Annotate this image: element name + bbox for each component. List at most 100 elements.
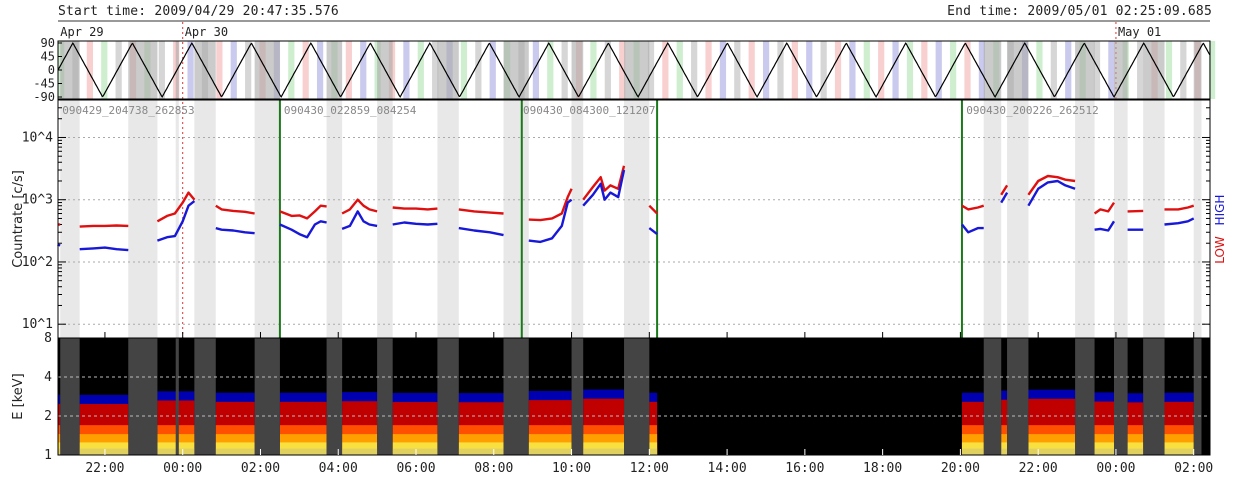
x-tick-label: 22:00 xyxy=(85,461,124,476)
attitude-band xyxy=(647,41,655,99)
attitude-band xyxy=(619,41,626,99)
x-tick-label: 00:00 xyxy=(1096,461,1135,476)
countrate-series-low xyxy=(392,206,438,211)
attitude-band xyxy=(1065,41,1072,99)
attitude-band xyxy=(878,41,885,99)
countrate-series-high xyxy=(392,221,438,226)
attitude-band xyxy=(1050,41,1057,99)
countrate-tick-label: 10^1 xyxy=(22,317,53,332)
spectrogram-gap xyxy=(503,338,529,455)
attitude-gap-band xyxy=(254,41,280,99)
countrate-gap xyxy=(1007,100,1029,338)
countrate-series-high xyxy=(1164,217,1195,226)
start-time-label: Start time: 2009/04/29 20:47:35.576 xyxy=(58,4,339,19)
countrate-series-low xyxy=(279,204,327,220)
countrate-series-high xyxy=(582,169,626,207)
x-tick-label: 04:00 xyxy=(319,461,358,476)
attitude-gap-band xyxy=(128,41,158,99)
x-tick-label: 08:00 xyxy=(474,461,513,476)
spectrogram-gap xyxy=(194,338,216,455)
attitude-band xyxy=(561,41,568,99)
attitude-band xyxy=(475,41,482,99)
attitude-gap-band xyxy=(624,41,650,99)
countrate-gap xyxy=(437,100,459,338)
legend-high: HIGH xyxy=(1213,195,1227,226)
attitude-gap-band xyxy=(437,41,459,99)
spectrogram-band xyxy=(458,448,504,455)
spectrogram-gap xyxy=(624,338,650,455)
countrate-gap xyxy=(377,100,393,338)
spectrogram-band xyxy=(279,448,327,455)
countrate-series-high xyxy=(279,220,327,239)
attitude-band xyxy=(489,41,496,99)
countrate-gap xyxy=(1143,100,1165,338)
attitude-band xyxy=(86,41,93,99)
segment-label: 090429_204738_262853 xyxy=(62,104,194,117)
x-tick-label: 16:00 xyxy=(785,461,824,476)
spectrogram-band xyxy=(1127,448,1144,455)
countrate-series-low xyxy=(341,198,378,215)
attitude-gap-band xyxy=(571,41,584,99)
attitude-band xyxy=(906,41,914,99)
spectrogram-band xyxy=(1028,448,1076,455)
spectrogram-gap xyxy=(571,338,584,455)
attitude-gap-band xyxy=(1075,41,1095,99)
attitude-band xyxy=(360,41,367,99)
countrate-tick-label: 10^2 xyxy=(22,255,53,270)
countrate-series-low xyxy=(582,165,626,201)
spectrogram-gap xyxy=(1193,338,1202,455)
attitude-band xyxy=(115,41,122,99)
spectrogram-gap xyxy=(1113,338,1128,455)
attitude-band xyxy=(1208,41,1216,99)
countrate-series-high xyxy=(1027,179,1076,207)
attitude-band xyxy=(777,41,784,99)
spectrogram-gap xyxy=(326,338,343,455)
spectrogram-band xyxy=(57,448,61,455)
attitude-gap-band xyxy=(1007,41,1029,99)
countrate-series-high xyxy=(528,198,573,244)
attitude-band xyxy=(403,41,410,99)
segment-label: 090430_200226_262512 xyxy=(966,104,1098,117)
attitude-band xyxy=(345,41,352,99)
attitude-band xyxy=(547,41,554,99)
attitude-tick-label: -90 xyxy=(33,90,55,104)
attitude-band xyxy=(230,41,237,99)
countrate-series-low xyxy=(1164,204,1195,211)
spectrogram-band xyxy=(342,448,378,455)
spectrogram-gap xyxy=(60,338,80,455)
countrate-series-high xyxy=(1094,220,1116,232)
attitude-tick-label: 0 xyxy=(48,63,55,77)
spectrogram-band xyxy=(1164,448,1194,455)
countrate-panel: 090429_204738_262853 090430_022859_084254… xyxy=(11,99,1227,339)
attitude-band xyxy=(1108,41,1115,99)
attitude-band xyxy=(158,41,165,99)
attitude-band xyxy=(1093,41,1101,99)
x-tick-label: 06:00 xyxy=(396,461,435,476)
attitude-band xyxy=(245,41,252,99)
countrate-gap xyxy=(326,100,343,338)
attitude-band xyxy=(101,41,108,99)
attitude-band xyxy=(834,41,842,99)
attitude-band xyxy=(820,41,827,99)
spectrogram-gap xyxy=(1143,338,1165,455)
spectrogram-gap xyxy=(1075,338,1095,455)
attitude-band xyxy=(806,41,813,99)
countrate-series-low xyxy=(1127,209,1144,213)
countrate-gap xyxy=(60,100,80,338)
attitude-band xyxy=(1137,41,1144,99)
attitude-gap-band xyxy=(1113,41,1128,99)
countrate-series-high xyxy=(648,227,658,236)
countrate-gap xyxy=(254,100,280,338)
countrate-tick-label: 10^3 xyxy=(22,193,53,208)
countrate-series-high xyxy=(961,223,984,234)
spectrogram-band xyxy=(1094,448,1114,455)
attitude-gap-band xyxy=(1143,41,1165,99)
countrate-series-low xyxy=(156,191,196,223)
attitude-band xyxy=(705,41,712,99)
x-tick-label: 02:00 xyxy=(241,461,280,476)
attitude-band xyxy=(762,41,770,99)
attitude-band xyxy=(432,41,439,99)
spectrogram-gap xyxy=(983,338,1002,455)
countrate-series-high xyxy=(1000,191,1009,204)
